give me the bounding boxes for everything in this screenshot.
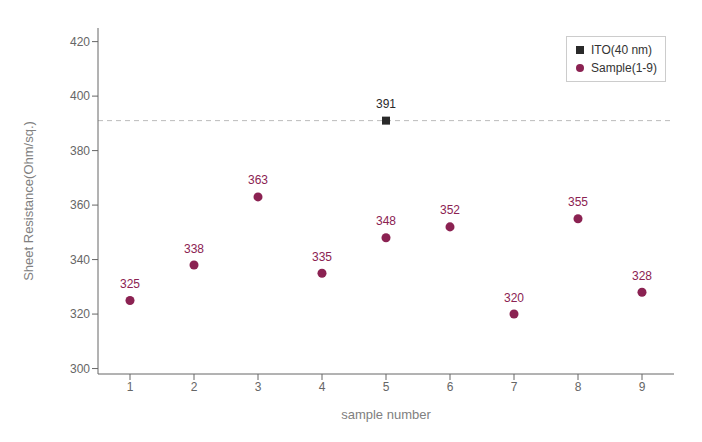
html-text:ITO(40 nm): ITO(40 nm) xyxy=(591,43,653,57)
svg-text:6: 6 xyxy=(447,380,454,394)
svg-text:363: 363 xyxy=(248,173,268,187)
svg-text:352: 352 xyxy=(440,203,460,217)
svg-text:391: 391 xyxy=(376,97,396,111)
svg-text:4: 4 xyxy=(319,380,326,394)
svg-text:348: 348 xyxy=(376,214,396,228)
svg-text:328: 328 xyxy=(632,269,652,283)
svg-text:320: 320 xyxy=(70,307,90,321)
svg-text:Sheet Resistance(Ohm/sq.): Sheet Resistance(Ohm/sq.) xyxy=(21,121,36,281)
svg-text:338: 338 xyxy=(184,242,204,256)
svg-text:7: 7 xyxy=(511,380,518,394)
svg-text:8: 8 xyxy=(575,380,582,394)
svg-text:2: 2 xyxy=(191,380,198,394)
svg-text:335: 335 xyxy=(312,250,332,264)
html-text:Sample(1-9): Sample(1-9) xyxy=(591,61,657,75)
svg-text:1: 1 xyxy=(127,380,134,394)
svg-text:355: 355 xyxy=(568,195,588,209)
svg-text:320: 320 xyxy=(504,291,524,305)
svg-text:9: 9 xyxy=(639,380,646,394)
svg-text:340: 340 xyxy=(70,253,90,267)
svg-text:sample number: sample number xyxy=(341,407,431,422)
svg-text:380: 380 xyxy=(70,144,90,158)
svg-text:5: 5 xyxy=(383,380,390,394)
svg-text:325: 325 xyxy=(120,277,140,291)
svg-text:360: 360 xyxy=(70,198,90,212)
svg-text:3: 3 xyxy=(255,380,262,394)
svg-text:420: 420 xyxy=(70,35,90,49)
svg-text:400: 400 xyxy=(70,89,90,103)
svg-text:300: 300 xyxy=(70,362,90,376)
